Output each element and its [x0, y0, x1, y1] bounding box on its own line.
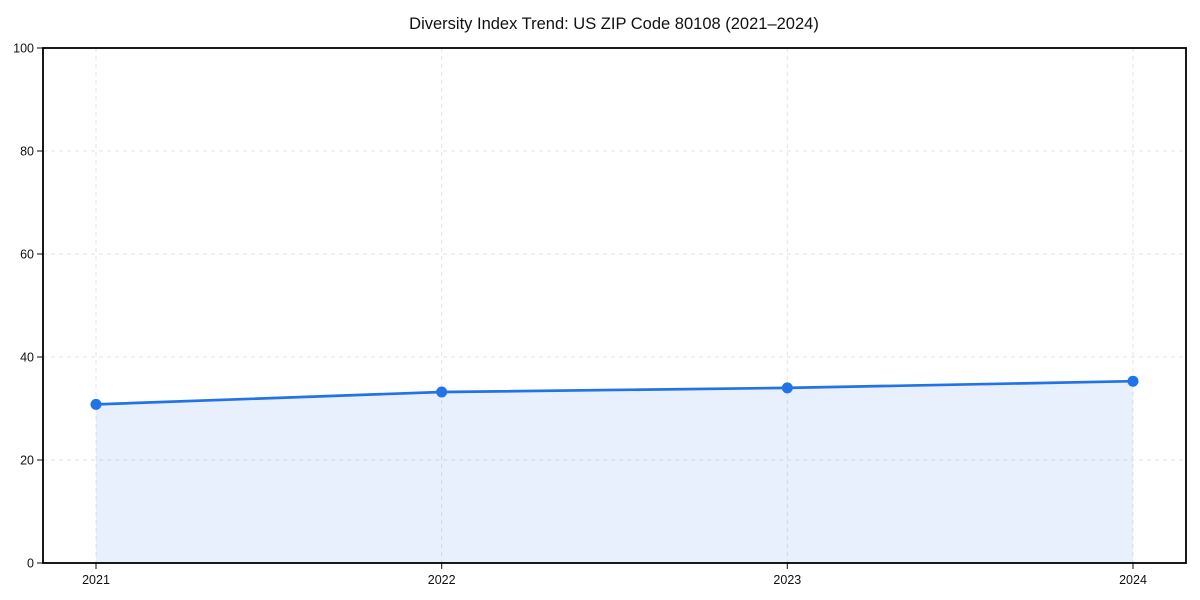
plot-border: [42, 47, 1187, 564]
x-tick-label: 2023: [773, 573, 801, 587]
y-tick-label: 20: [20, 454, 34, 468]
data-point-marker: [781, 382, 793, 394]
area-fill: [96, 381, 1133, 563]
y-tick-label: 60: [20, 248, 34, 262]
x-tick-label: 2022: [428, 573, 456, 587]
y-tick-label: 0: [27, 557, 34, 571]
plot-area: 0 20 40 60 80 100 2021 2022 2023 2024: [13, 42, 1187, 587]
chart-title: Diversity Index Trend: US ZIP Code 80108…: [409, 15, 819, 33]
data-point-marker: [90, 398, 102, 410]
data-point-marker: [436, 386, 448, 398]
data-point-marker: [1127, 375, 1139, 387]
y-tick-label: 80: [20, 145, 34, 159]
y-tick-label: 100: [13, 42, 34, 56]
x-tick-label: 2021: [82, 573, 110, 587]
trend-line: [94, 379, 1135, 406]
y-tick-label: 40: [20, 351, 34, 365]
x-tick-label: 2024: [1119, 573, 1147, 587]
